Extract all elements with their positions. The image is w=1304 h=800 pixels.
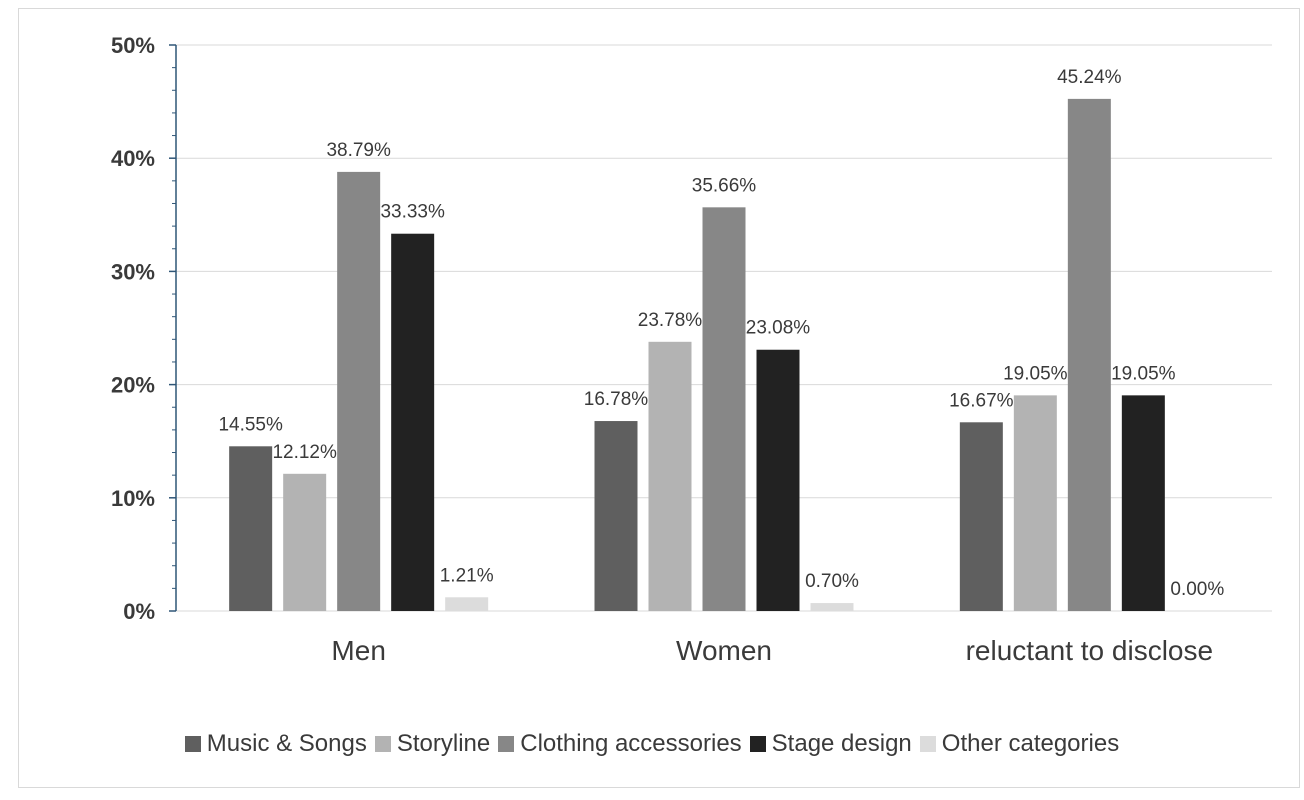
legend-swatch: [374, 736, 391, 752]
bar: [283, 473, 327, 611]
legend-swatch: [184, 736, 201, 752]
legend-item: Music & Songs: [184, 730, 367, 758]
category-label: Men: [331, 635, 385, 666]
bar-chart: 0% 10% 20% 30% 40% 50% 14.55% 12.12% 38.79% 33.3…: [111, 33, 1272, 666]
data-label: 16.78%: [584, 389, 649, 410]
y-axis: 0% 10% 20% 30% 40% 50%: [111, 33, 177, 624]
data-label: 0.00%: [1170, 579, 1224, 600]
data-label: 16.67%: [949, 390, 1014, 411]
legend-label: Other categories: [941, 730, 1120, 757]
data-label: 12.12%: [272, 442, 337, 463]
bar: [445, 597, 489, 611]
legend-item: Storyline: [374, 730, 491, 758]
legend-item: Other categories: [919, 730, 1120, 758]
legend-label: Music & Songs: [206, 730, 367, 757]
bar: [1013, 395, 1057, 611]
data-label: 14.55%: [218, 414, 283, 435]
data-label: 19.05%: [1111, 363, 1176, 384]
legend-item: Clothing accessories: [498, 730, 742, 758]
category-label: reluctant to disclose: [966, 635, 1213, 666]
bar: [702, 207, 746, 611]
legend: Music & Songs Storyline Clothing accessori…: [0, 730, 1304, 758]
data-label: 1.21%: [440, 565, 494, 586]
bar: [756, 349, 800, 611]
y-tick-label: 20%: [111, 373, 155, 398]
bar: [1121, 395, 1165, 611]
bar: [391, 233, 435, 611]
y-tick-label: 10%: [111, 486, 155, 511]
bar: [594, 421, 638, 611]
data-label: 35.66%: [692, 175, 757, 196]
legend-swatch: [749, 736, 766, 752]
data-label: 33.33%: [380, 202, 445, 223]
bar: [959, 422, 1003, 611]
data-label: 38.79%: [326, 140, 391, 161]
y-tick-label: 30%: [111, 259, 155, 284]
data-label: 45.24%: [1057, 67, 1122, 88]
bars: [229, 98, 1165, 612]
legend-swatch: [919, 736, 936, 752]
data-label: 23.08%: [746, 318, 811, 339]
bar: [1067, 98, 1111, 612]
category-label: Women: [676, 635, 772, 666]
legend-label: Clothing accessories: [520, 730, 742, 757]
y-tick-label: 40%: [111, 146, 155, 171]
bar: [648, 341, 692, 611]
data-label: 19.05%: [1003, 363, 1068, 384]
bar: [337, 171, 381, 611]
data-label: 0.70%: [805, 571, 859, 592]
data-labels: 14.55% 12.12% 38.79% 33.33% 1.21% 16.78% 23.78…: [218, 67, 1224, 600]
y-tick-label: 0%: [123, 599, 155, 624]
bar: [810, 603, 854, 611]
bar: [229, 446, 273, 611]
y-tick-label: 50%: [111, 33, 155, 58]
legend-label: Stage design: [771, 730, 912, 757]
legend-item: Stage design: [749, 730, 912, 758]
data-label: 23.78%: [638, 310, 703, 331]
category-labels: Men Women reluctant to disclose: [331, 635, 1213, 666]
legend-label: Storyline: [396, 730, 491, 757]
legend-swatch: [498, 736, 515, 752]
